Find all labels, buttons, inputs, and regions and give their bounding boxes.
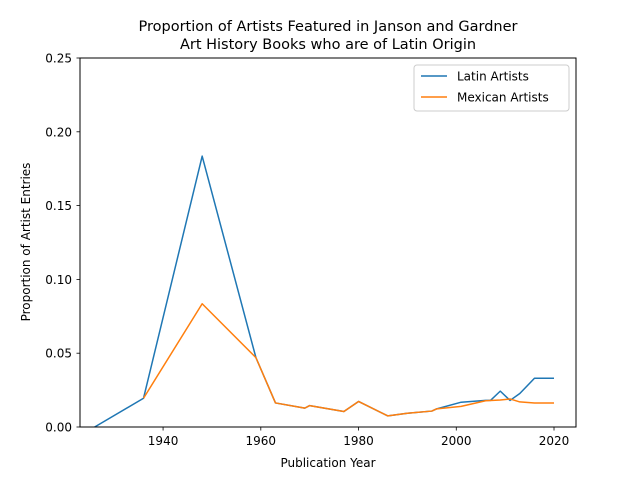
y-tick-label: 0.10 [45,273,72,287]
legend-label-latin: Latin Artists [457,70,529,84]
x-axis-label: Publication Year [280,456,375,470]
y-tick-label: 0.25 [45,52,72,66]
plot-lines [94,155,555,428]
series-line-mexican-artists [142,303,555,417]
chart-title-line-1: Proportion of Artists Featured in Janson… [138,19,517,35]
x-tick-label: 2020 [539,434,570,448]
x-tick-label: 1980 [343,434,374,448]
x-tick-label: 2000 [441,434,472,448]
y-tick-label: 0.00 [45,421,72,435]
series-line-latin-artists [94,155,555,428]
legend-label-mexican: Mexican Artists [457,91,549,105]
y-tick-label: 0.15 [45,199,72,213]
y-tick-label: 0.20 [45,125,72,139]
y-axis-label: Proportion of Artist Entries [19,163,33,322]
x-axis-ticks: 1940 1960 1980 2000 2020 [148,427,569,448]
legend-box [413,64,570,112]
x-tick-label: 1940 [148,434,179,448]
chart-title-line-2: Art History Books who are of Latin Origi… [180,37,476,53]
y-axis-ticks: 0.00 0.05 0.10 0.15 0.20 0.25 [45,52,80,435]
legend: Latin Artists Mexican Artists [413,64,570,112]
x-tick-label: 1960 [246,434,277,448]
y-tick-label: 0.05 [45,347,72,361]
plot-frame [79,57,577,428]
